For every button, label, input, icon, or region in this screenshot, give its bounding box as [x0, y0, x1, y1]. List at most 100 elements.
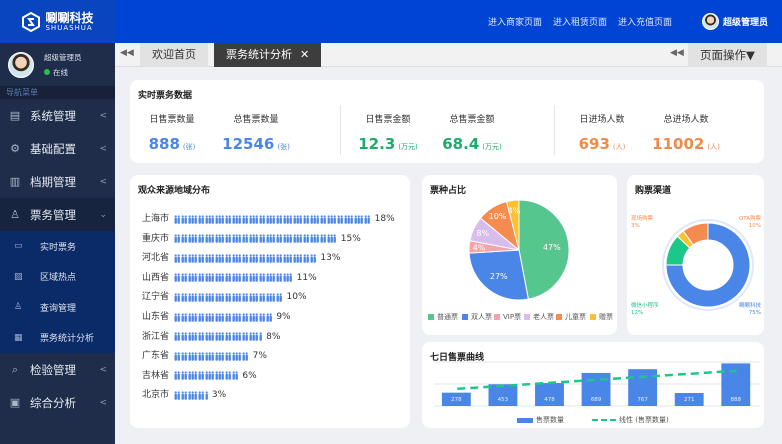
region-name: 河北省 [142, 253, 170, 264]
merchant-page-link[interactable]: 进入商家页面 [488, 18, 543, 28]
region-percent: 11% [296, 272, 317, 283]
bar[interactable] [441, 392, 471, 406]
stat-unit: (人) [612, 143, 626, 151]
slice-唰唰科技[interactable] [665, 222, 751, 308]
stat-value: 693 (人) [562, 135, 642, 153]
legend-item: 双人票 [462, 312, 492, 322]
page-ops-dropdown[interactable]: 页面操作▼ [688, 43, 767, 67]
sidebar-item-label: 票务管理 [30, 207, 76, 222]
sidebar-item-label: 综合分析 [30, 395, 76, 410]
submenu-label: 实时票务 [40, 242, 77, 253]
sidebar-item-analysis[interactable]: ▣ 综合分析 < [0, 386, 115, 419]
sidebar-item-schedule[interactable]: ▥ 档期管理 < [0, 165, 115, 198]
stat-number: 68.4 [442, 135, 480, 153]
ticket-type-pie: 47%27%4%8%10%4% [468, 199, 570, 301]
stat-unit: (张) [277, 143, 290, 151]
card-title: 票种占比 [430, 186, 467, 196]
chevron-down-icon: ⌄ [99, 209, 107, 220]
channel-label: 现场购票 3% [631, 214, 654, 229]
slice-label: 4% [473, 243, 486, 252]
legend-swatch [517, 417, 533, 423]
region-name: 广东省 [142, 351, 170, 362]
sidebar-item-system[interactable]: ▤ 系统管理 < [0, 99, 115, 132]
slice-label: 4% [508, 206, 521, 215]
stat-value: 12.3 (万元) [348, 135, 428, 153]
online-status: 在线 [53, 67, 68, 77]
slice-OTA购票[interactable] [682, 222, 709, 246]
tab-ticket-stats[interactable]: 票务统计分析 ✕ [214, 43, 322, 67]
sidebar-item-label: 检验管理 [30, 362, 76, 377]
bar[interactable] [488, 384, 518, 406]
card-title: 七日售票曲线 [430, 353, 485, 363]
slice-label: 27% [490, 272, 508, 281]
chevron-left-icon: < [99, 110, 107, 121]
scroll-right-button[interactable]: ◀◀ [670, 48, 684, 58]
region-percent: 10% [286, 292, 307, 303]
region-bar [174, 273, 293, 283]
bar-label: 478 [544, 397, 555, 403]
legend-label: 儿童票 [565, 313, 586, 321]
ticketing-submenu: ▭ 实时票务 ▨ 区域热点 ♙ 查询管理 ▦ 票务统计分析 [0, 231, 115, 353]
stat-unit: (人) [707, 143, 720, 151]
slice-普通票[interactable] [518, 199, 570, 300]
stat-label: 日售票数量 [149, 115, 195, 125]
slice-label: 8% [476, 229, 489, 238]
tab-label: 票务统计分析 [226, 48, 292, 61]
bar-label: 689 [591, 397, 602, 403]
slice-label: 10% [489, 212, 507, 221]
region-percent: 15% [340, 233, 361, 244]
donut-halo [662, 219, 754, 311]
header-username[interactable]: 超级管理员 [723, 18, 769, 28]
sidebar-item-label: 基础配置 [30, 141, 76, 156]
logo-name-en: SHUASHUA [45, 23, 93, 32]
region-bar [174, 371, 238, 381]
stat-number: 693 [578, 135, 610, 153]
legend-swatch [462, 314, 468, 320]
recharge-page-link[interactable]: 进入充值页面 [618, 18, 673, 28]
close-icon[interactable]: ✕ [300, 48, 310, 61]
card-title: 观众来源地域分布 [138, 186, 211, 196]
submenu-item-heatmap[interactable]: ▨ 区域热点 [0, 262, 115, 293]
legend-label: 赠票 [599, 313, 613, 321]
channel-label: 微信小程序 12% [631, 301, 659, 316]
card-title: 实时票务数据 [138, 91, 193, 101]
stat-unit: (万元) [398, 143, 418, 151]
realtime-stats-card: 实时票务数据 日售票数量 888 (张) 总售票数量 12546 (张) 日售票金额 12.3… [130, 80, 764, 163]
submenu-label: 查询管理 [40, 303, 77, 314]
tab-welcome[interactable]: 欢迎首页 [140, 43, 208, 67]
slice-双人票[interactable] [468, 249, 529, 301]
legend-swatch [590, 314, 596, 320]
stat-item: 日进场人数 693 (人) [562, 112, 642, 153]
header-avatar[interactable] [702, 13, 719, 30]
channel-label: 唰唰科技 75% [739, 301, 762, 316]
submenu-item-stats[interactable]: ▦ 票务统计分析 [0, 323, 115, 354]
region-bar [174, 293, 283, 302]
org-chart-icon: ♙ [10, 208, 20, 221]
region-bar [174, 312, 272, 322]
bar[interactable] [674, 392, 704, 406]
submenu-item-realtime[interactable]: ▭ 实时票务 [0, 231, 115, 262]
logo: 唰唰科技 SHUASHUA [0, 0, 115, 43]
region-name: 吉林省 [142, 370, 170, 381]
heatmap-icon: ▨ [14, 271, 23, 282]
legend-swatch [556, 314, 562, 320]
seven-day-chart: 278 453 478 689 767 271 888 [434, 361, 760, 407]
bar-label: 888 [731, 397, 742, 403]
region-bar [174, 332, 262, 341]
sidebar-item-inspection[interactable]: ⌕ 检验管理 < [0, 353, 115, 386]
sidebar-item-config[interactable]: ⚙ 基础配置 < [0, 132, 115, 165]
region-percent: 3% [211, 390, 227, 401]
logo-name-cn: 唰唰科技 [45, 10, 94, 25]
legend-label: 普通票 [437, 313, 458, 321]
region-bar [174, 214, 371, 224]
region-row: 河北省 13% [142, 252, 340, 264]
bar[interactable] [535, 383, 564, 406]
slice-赠票[interactable] [505, 199, 520, 251]
scroll-left-button[interactable]: ◀◀ [120, 48, 134, 58]
trend-line [457, 369, 737, 391]
submenu-item-query[interactable]: ♙ 查询管理 [0, 292, 115, 323]
stat-unit: (张) [182, 143, 196, 151]
rental-page-link[interactable]: 进入租赁页面 [553, 18, 608, 28]
sidebar-item-ticketing[interactable]: ♙ 票务管理 ⌄ [0, 198, 115, 231]
stat-number: 12.3 [358, 135, 396, 153]
